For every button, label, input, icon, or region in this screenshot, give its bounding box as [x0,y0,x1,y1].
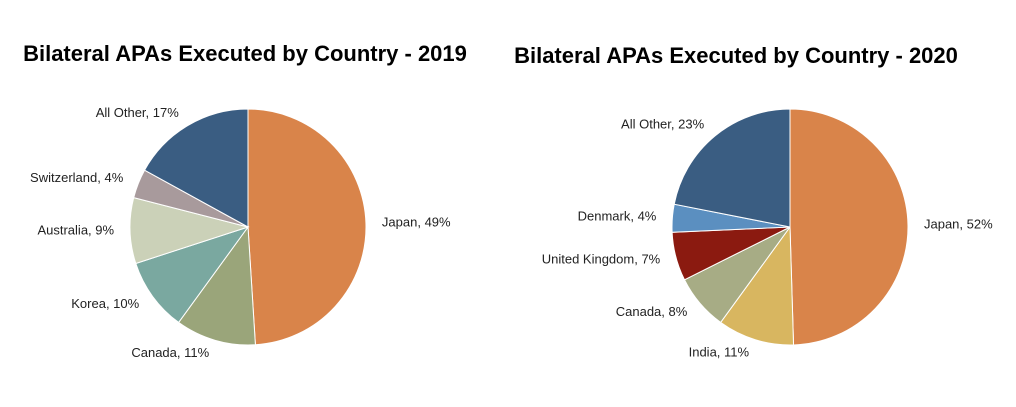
data-label: Japan, 49% [382,214,451,229]
data-label: All Other, 17% [96,105,180,120]
data-label: All Other, 23% [621,116,705,131]
data-label: United Kingdom, 7% [542,252,661,267]
pie-slice [177,225,256,346]
data-label: Australia, 9% [37,223,114,238]
data-label: Switzerland, 4% [30,170,124,185]
data-label: Japan, 52% [924,216,993,231]
data-label: India, 11% [689,345,750,360]
data-label: Denmark, 4% [578,209,657,224]
pie-slice [143,108,249,228]
pie-slice [673,108,791,228]
pie-slice [719,225,795,346]
pie-slice [135,226,250,324]
pie-slice [247,108,367,346]
chart-title: Bilateral APAs Executed by Country - 202… [514,43,958,68]
data-label: Canada, 11% [131,345,209,360]
data-label: Korea, 10% [71,296,139,311]
data-label: Canada, 8% [616,304,688,319]
pie-slice [789,108,909,346]
chart-title: Bilateral APAs Executed by Country - 201… [23,41,467,66]
